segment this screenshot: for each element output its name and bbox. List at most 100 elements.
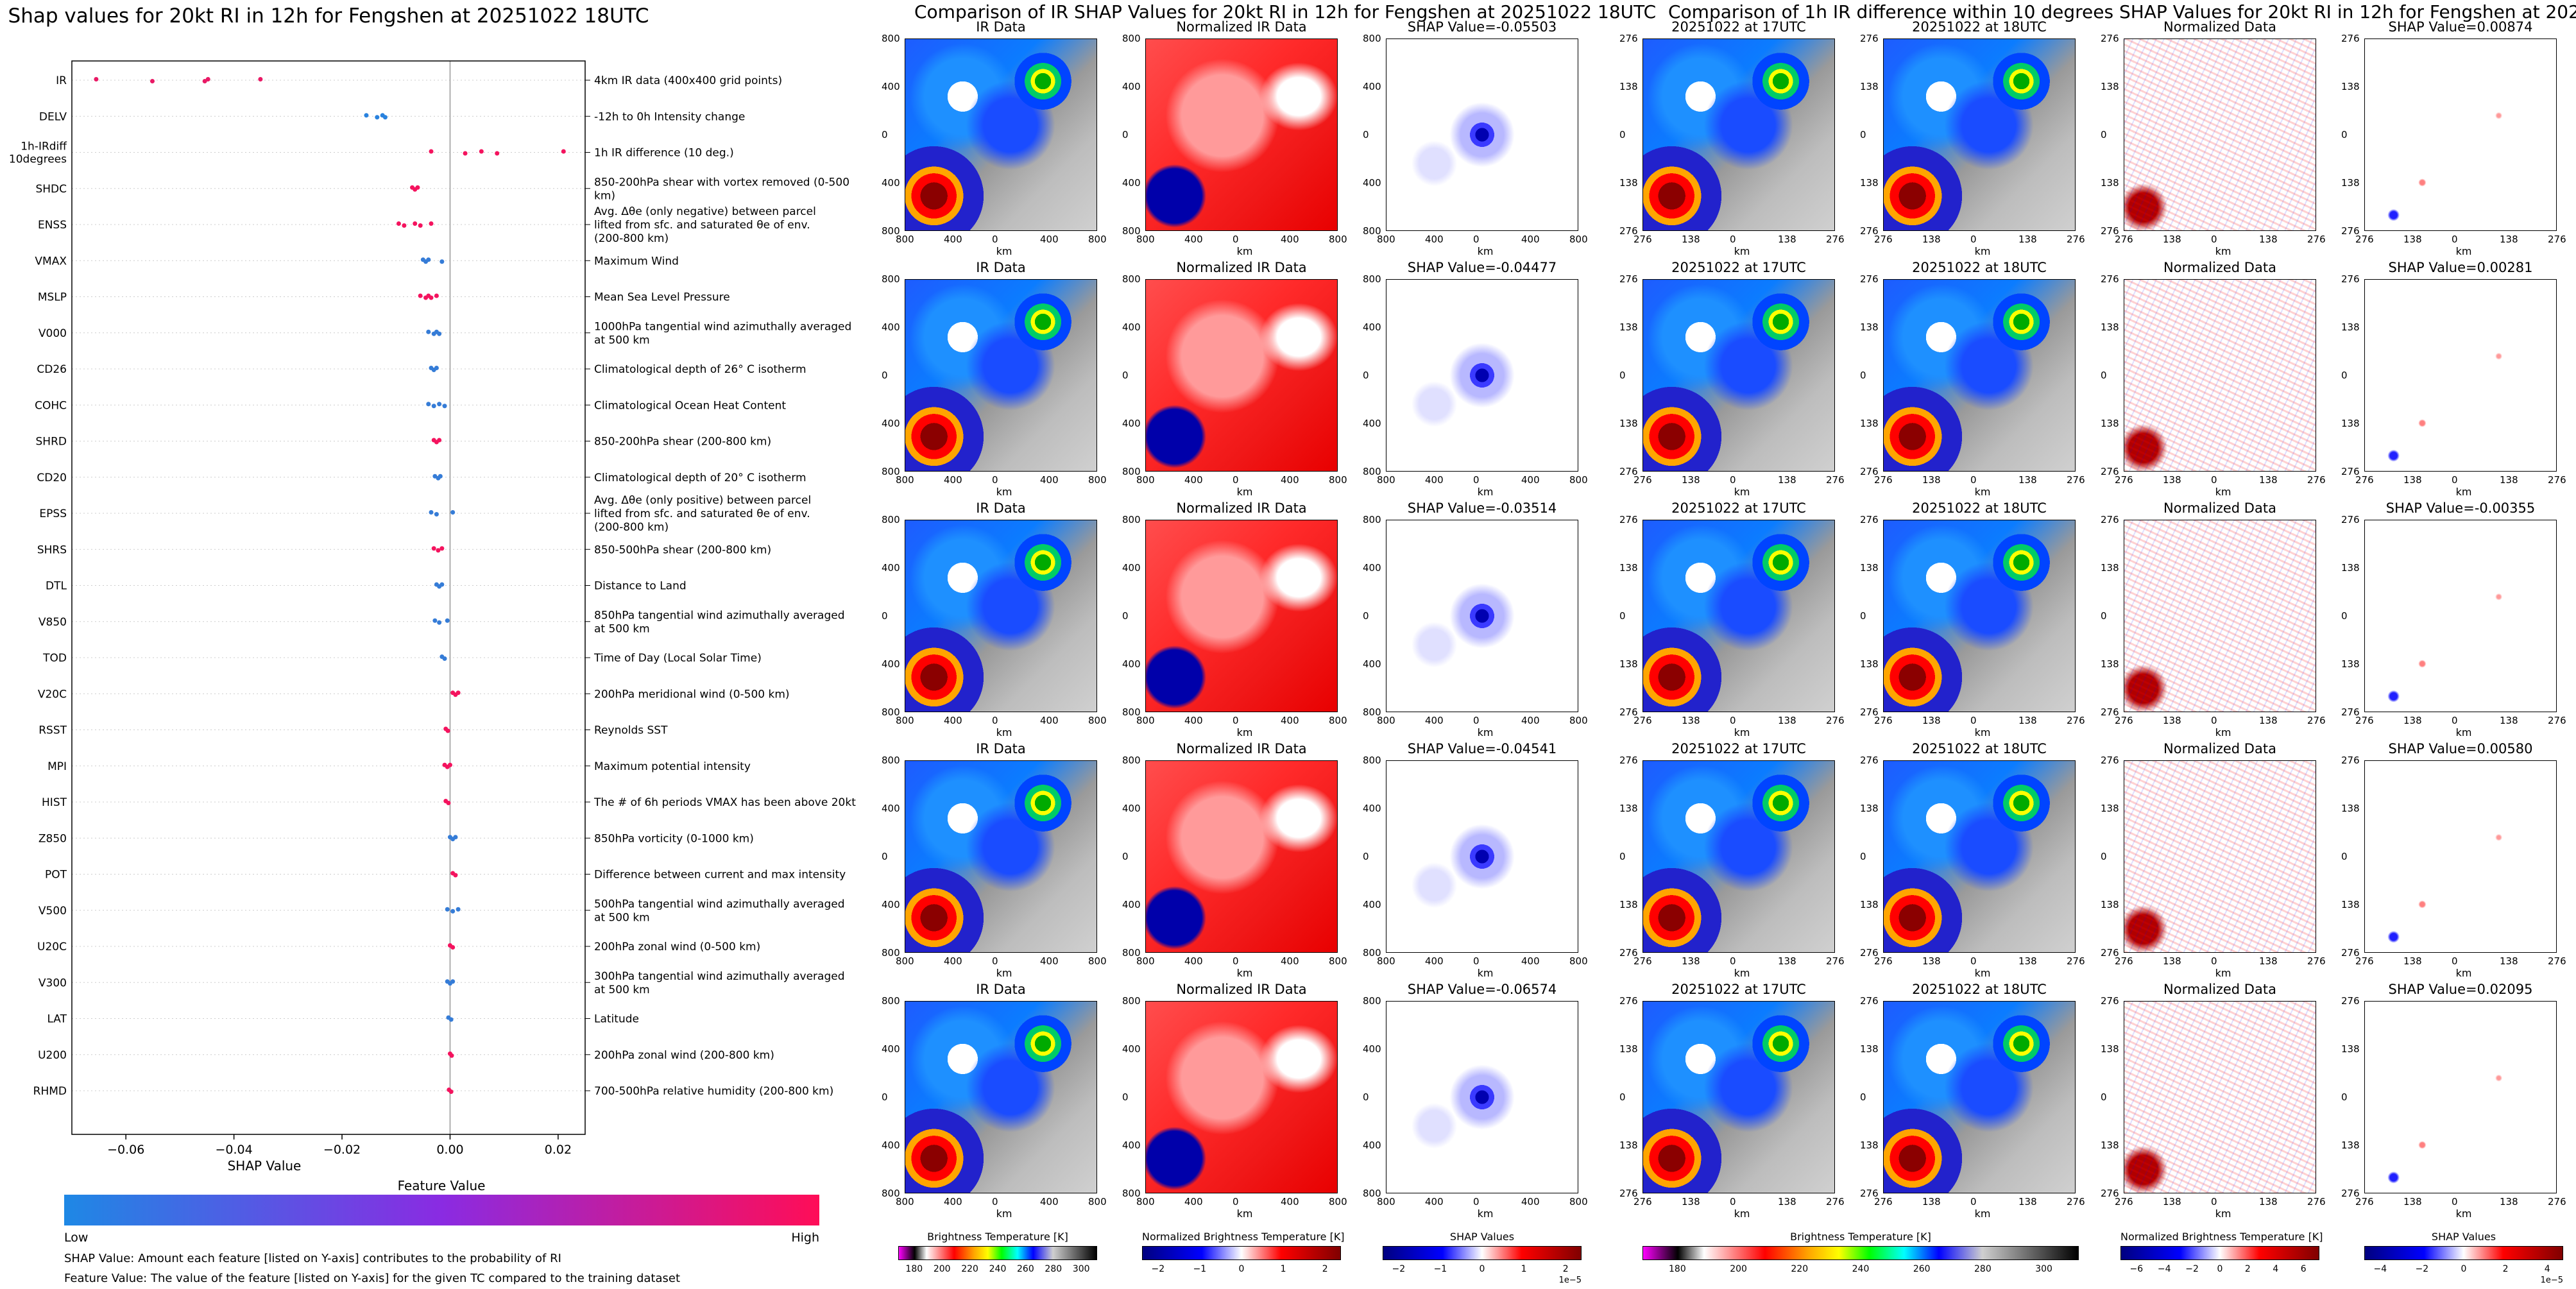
x-tick-label: 276 (2355, 1196, 2374, 1208)
y-tick-label: 138 (1619, 562, 1638, 574)
diff-panel: Normalized Data 276 138 0 138 276 276 138 0 138 27… (2098, 260, 2326, 500)
colorbar-tick-label: 2 (2244, 1264, 2251, 1274)
x-tick-label: 276 (2307, 474, 2326, 486)
colorbar-label: Normalized Brightness Temperature [K] (1142, 1231, 1345, 1243)
x-tick-label: 800 (1329, 234, 1347, 245)
shap-point (426, 329, 431, 334)
y-tick-label: 138 (1860, 1043, 1879, 1055)
x-tick-label: 0 (2452, 955, 2458, 967)
x-tick-label: 276 (2067, 1196, 2085, 1208)
x-tick-label: 800 (1377, 474, 1395, 486)
y-tick-label: 0 (1860, 851, 1866, 862)
x-tick-label: 800 (1569, 955, 1588, 967)
x-tick-label: 400 (944, 234, 962, 245)
shap-point (431, 404, 436, 409)
x-tick-label: 276 (2307, 715, 2326, 726)
feature-name-label: MSLP (38, 291, 67, 304)
shap-point (364, 113, 369, 118)
diff-panel: SHAP Value=-0.00355 276 138 0 138 276 276 138 0 1… (2339, 500, 2566, 741)
feature-name-label: V300 (38, 977, 67, 989)
y-tick-label: 800 (882, 514, 900, 525)
y-tick-label: 138 (1860, 562, 1879, 574)
diff-panel: Normalized Data 276 138 0 138 276 276 138 0 138 27… (2098, 19, 2326, 260)
y-tick-label: 276 (2101, 273, 2119, 285)
x-tick-label: 800 (1377, 234, 1395, 245)
plot-frame (71, 60, 586, 1135)
y-tick-label: 400 (1122, 418, 1141, 429)
colorbar-tick-label: −2 (2185, 1264, 2199, 1274)
feature-description: 850hPa tangential wind azimuthally avera… (594, 609, 845, 622)
diff-panel: SHAP Value=0.02095 276 138 0 138 276 276 138 0 13… (2339, 982, 2566, 1222)
y-tick-label: 0 (1122, 370, 1129, 381)
colorbar-tick-label: −4 (2373, 1264, 2387, 1274)
x-axis-label: km (1974, 967, 1991, 979)
y-tick-label: 400 (1122, 562, 1141, 574)
shap-point (415, 185, 420, 190)
shap-point (445, 618, 450, 623)
x-tick-label: 0 (1730, 1196, 1736, 1208)
x-axis-label: km (1236, 245, 1253, 257)
x-tick-label: 0 (2452, 474, 2458, 486)
x-tick-label: 400 (1040, 474, 1059, 486)
diff-panel: 20251022 at 18UTC 276 138 0 138 276 276 138 0 138… (1857, 982, 2085, 1222)
y-tick-label: 0 (1363, 129, 1369, 141)
panel-title: IR Data (976, 500, 1026, 516)
x-tick-label: 276 (2307, 1196, 2326, 1208)
shap-point (447, 762, 452, 767)
colorbar-tick-label: 200 (933, 1264, 951, 1274)
x-tick-label: 276 (2548, 1196, 2566, 1208)
shap-summary-chart: Shap values for 20kt RI in 12h for Fengs… (8, 4, 857, 1285)
x-axis-label: km (2455, 486, 2472, 498)
x-tick-label: 0 (992, 955, 998, 967)
y-tick-label: 800 (1122, 706, 1141, 718)
colorbar-gradient (898, 1246, 1097, 1260)
y-tick-label: 400 (1363, 177, 1381, 189)
x-tick-label: 138 (1922, 1196, 1941, 1208)
ir-panel: Normalized IR Data 800 400 0 400 800 800 400 0 40… (1120, 741, 1347, 982)
x-tick-label: 138 (2403, 1196, 2422, 1208)
x-axis-label: km (1734, 486, 1750, 498)
colorbar-tick-label: 0 (2217, 1264, 2223, 1274)
feature-name-label: SHRS (37, 543, 67, 556)
x-tick-label: 0 (1970, 715, 1977, 726)
panel-title: IR Data (976, 19, 1026, 35)
y-tick-label: 0 (1122, 1091, 1129, 1103)
colorbar-tick-label: 2 (1562, 1264, 1569, 1274)
y-tick-label: 400 (1122, 658, 1141, 670)
y-tick-label: 0 (2101, 370, 2107, 381)
panel-title: Normalized IR Data (1176, 500, 1307, 516)
panel-title: Normalized Data (2163, 260, 2276, 275)
x-tick-label: 138 (2500, 955, 2518, 967)
y-tick-label: 400 (1122, 177, 1141, 189)
y-tick-label: 276 (1619, 995, 1638, 1007)
ir-norm-colorbar: Normalized Brightness Temperature [K] −2 −… (1142, 1231, 1345, 1288)
x-axis-label: km (1477, 486, 1494, 498)
x-tick-label: 138 (1778, 234, 1796, 245)
x-tick-label: 276 (1633, 474, 1652, 486)
x-tick-label: 0.00 (436, 1143, 463, 1157)
y-tick-label: 276 (2101, 755, 2119, 766)
colorbar-tick-label: 220 (1791, 1264, 1809, 1274)
colorbar-tick-label: 220 (961, 1264, 978, 1274)
x-tick-label: 0 (1473, 715, 1480, 726)
shap-point (450, 979, 456, 984)
feature-description: (200-800 km) (594, 521, 669, 534)
x-tick-label: 276 (1633, 955, 1652, 967)
y-tick-label: 400 (1363, 418, 1381, 429)
ir-bt-colorbar: Brightness Temperature [K] 180 200 220 240 26… (898, 1231, 1097, 1288)
shap-point (448, 1089, 454, 1094)
ir-panel: IR Data 800 400 0 400 800 800 400 0 400 800 km (879, 982, 1107, 1222)
y-tick-label: 276 (1860, 273, 1879, 285)
ir-panel: SHAP Value=-0.06574 800 400 0 400 800 800 400 0 4… (1360, 982, 1588, 1222)
ir-data-image (905, 520, 1097, 712)
x-tick-label: 138 (2163, 955, 2181, 967)
y-tick-label: 800 (882, 33, 900, 44)
ir-17utc-image (1642, 279, 1835, 472)
y-tick-label: 800 (1363, 466, 1381, 477)
ir-panel: IR Data 800 400 0 400 800 800 400 0 400 800 km (879, 741, 1107, 982)
x-tick-label: 276 (1826, 1196, 1845, 1208)
y-tick-label: 400 (1363, 321, 1381, 333)
normalized-diff-image (2124, 1001, 2316, 1193)
y-tick-label: 138 (2101, 321, 2119, 333)
diff-panel: 20251022 at 17UTC 276 138 0 138 276 276 138 0 138… (1617, 741, 1845, 982)
